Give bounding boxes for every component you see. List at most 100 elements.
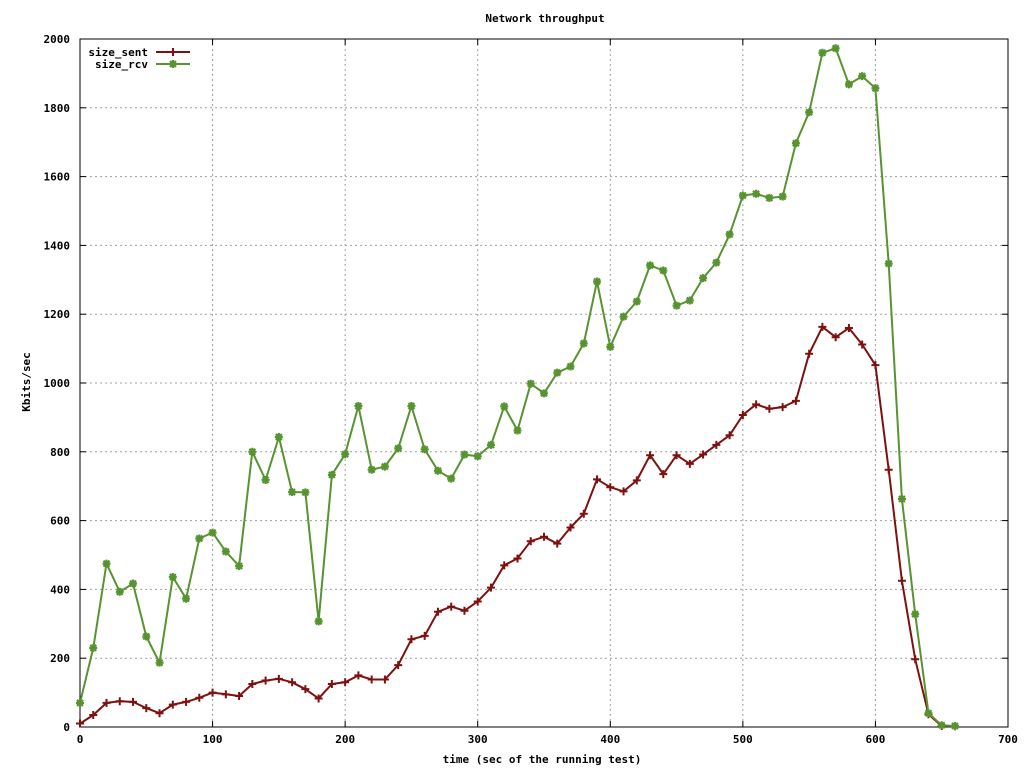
x-axis-label: time (sec of the running test): [443, 753, 642, 766]
legend-label: size_rcv: [95, 58, 148, 71]
data-point: [924, 709, 933, 718]
data-point: [142, 704, 151, 713]
data-point: [738, 191, 747, 200]
data-point: [884, 259, 893, 268]
x-tick-label: 100: [203, 733, 223, 746]
chart-title: Network throughput: [485, 12, 604, 25]
data-point: [911, 655, 920, 664]
data-point: [526, 537, 535, 546]
data-point: [407, 402, 416, 411]
data-point: [129, 579, 138, 588]
data-point: [274, 674, 283, 683]
data-point: [659, 470, 668, 479]
data-point: [672, 301, 681, 310]
data-point: [540, 532, 548, 541]
data-point: [738, 410, 747, 419]
x-tick-label: 500: [733, 733, 753, 746]
data-point: [818, 322, 827, 331]
data-point: [897, 576, 906, 585]
data-point: [791, 396, 800, 405]
y-tick-label: 1800: [44, 102, 71, 115]
data-point: [394, 444, 403, 453]
data-point: [195, 534, 204, 543]
data-point: [540, 389, 548, 398]
series-line: [79, 325, 956, 728]
data-point: [619, 312, 628, 321]
data-point: [433, 466, 442, 475]
grid-lines: [80, 39, 1008, 727]
axis-ticks: 0 100 200 300 400 500 600 700 0 200 400 600 800 1000 1…: [44, 33, 1018, 746]
data-point: [354, 671, 363, 680]
data-point: [606, 342, 615, 351]
y-tick-label: 600: [50, 515, 70, 528]
data-point: [102, 559, 111, 568]
data-point: [447, 474, 456, 483]
data-point: [752, 400, 761, 409]
data-point: [341, 678, 350, 687]
data-point: [884, 465, 893, 474]
data-point: [818, 48, 827, 57]
data-point: [208, 688, 217, 697]
data-point: [566, 362, 575, 371]
data-point: [169, 48, 177, 56]
data-point: [327, 470, 336, 479]
data-point: [407, 635, 416, 644]
data-point: [765, 404, 774, 413]
data-point: [420, 631, 429, 640]
data-point: [579, 339, 588, 348]
series-size_rcv: [76, 44, 959, 730]
data-point: [778, 192, 787, 201]
y-tick-label: 400: [50, 583, 70, 596]
data-point: [526, 379, 535, 388]
y-axis-label: Kbits/sec: [20, 352, 33, 412]
data-point: [566, 523, 575, 532]
data-point: [513, 426, 522, 435]
data-point: [380, 675, 389, 684]
data-point: [672, 451, 681, 460]
data-point: [500, 402, 509, 411]
y-tick-label: 200: [50, 652, 70, 665]
data-point: [646, 451, 655, 460]
x-tick-label: 0: [77, 733, 84, 746]
data-point: [420, 445, 429, 454]
data-point: [301, 488, 310, 497]
data-point: [142, 632, 151, 641]
data-point: [831, 333, 840, 342]
data-point: [102, 698, 111, 707]
data-point: [473, 597, 482, 606]
data-point: [553, 539, 562, 548]
data-point: [460, 450, 469, 459]
y-tick-label: 2000: [44, 33, 71, 46]
data-point: [168, 573, 177, 582]
x-tick-label: 200: [335, 733, 355, 746]
data-point: [725, 230, 734, 239]
data-point: [327, 680, 336, 688]
y-tick-label: 0: [63, 721, 70, 734]
data-point: [76, 698, 84, 707]
data-point: [314, 694, 323, 703]
data-point: [115, 587, 124, 596]
data-point: [274, 433, 283, 442]
x-tick-label: 600: [865, 733, 885, 746]
y-tick-label: 1200: [44, 308, 71, 321]
y-tick-label: 1600: [44, 171, 71, 184]
data-point: [354, 402, 363, 411]
series-group: [76, 44, 959, 731]
data-point: [553, 368, 562, 377]
data-point: [805, 349, 814, 358]
data-point: [301, 685, 310, 694]
series-line: [79, 47, 956, 727]
data-point: [685, 459, 694, 468]
data-point: [221, 547, 230, 556]
data-point: [513, 554, 522, 563]
data-point: [858, 340, 867, 349]
data-point: [168, 700, 177, 709]
data-point: [712, 440, 721, 449]
data-point: [248, 447, 257, 456]
data-point: [367, 675, 376, 684]
data-point: [341, 450, 350, 459]
data-point: [380, 462, 389, 471]
data-point: [699, 450, 708, 459]
y-tick-label: 1000: [44, 377, 71, 390]
data-point: [314, 617, 323, 626]
